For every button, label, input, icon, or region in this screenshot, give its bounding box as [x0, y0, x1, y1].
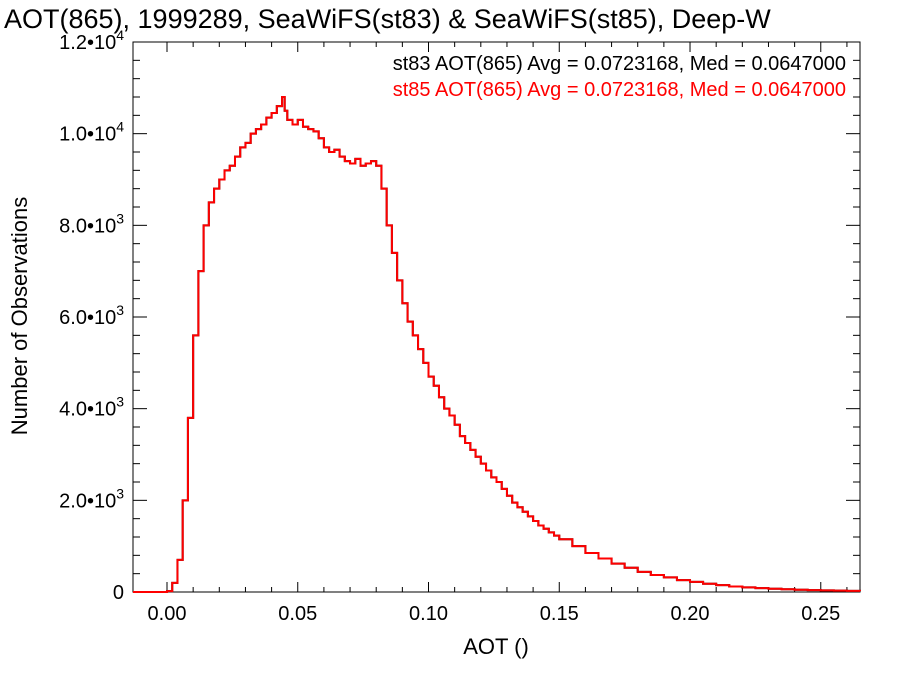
y-tick-label: 1.0•104	[59, 119, 124, 146]
y-tick-label: 2.0•103	[59, 485, 124, 512]
y-tick-label: 4.0•103	[59, 394, 124, 421]
annotation-stats: st85 AOT(865) Avg = 0.0723168, Med = 0.0…	[393, 79, 846, 101]
series-line-st85	[133, 96, 861, 593]
x-tick-label: 0.25	[801, 603, 840, 625]
annotation-stats: st83 AOT(865) Avg = 0.0723168, Med = 0.0…	[393, 53, 846, 75]
y-axis-label: Number of Observations	[7, 197, 32, 435]
y-tick-label: 1.2•104	[59, 27, 124, 54]
plot-area: 0.00 0.05 0.10 0.15 0.20 0.25 0 2.0•103 4.0•103 6…	[59, 27, 861, 625]
plot-frame	[132, 41, 861, 593]
y-tick-label: 0	[113, 582, 124, 604]
chart-title: AOT(865), 1999289, SeaWiFS(st83) & SeaWi…	[4, 4, 771, 34]
y-tick-label: 8.0•103	[59, 210, 124, 237]
x-tick-label: 0.10	[409, 603, 448, 625]
series-line-st83	[133, 96, 861, 593]
x-tick-label: 0.20	[671, 603, 710, 625]
y-tick-label: 6.0•103	[59, 302, 124, 329]
x-tick-label: 0.05	[278, 603, 317, 625]
x-axis-label: AOT ()	[463, 634, 529, 659]
x-tick-label: 0.15	[540, 603, 579, 625]
x-tick-label: 0.00	[148, 603, 187, 625]
